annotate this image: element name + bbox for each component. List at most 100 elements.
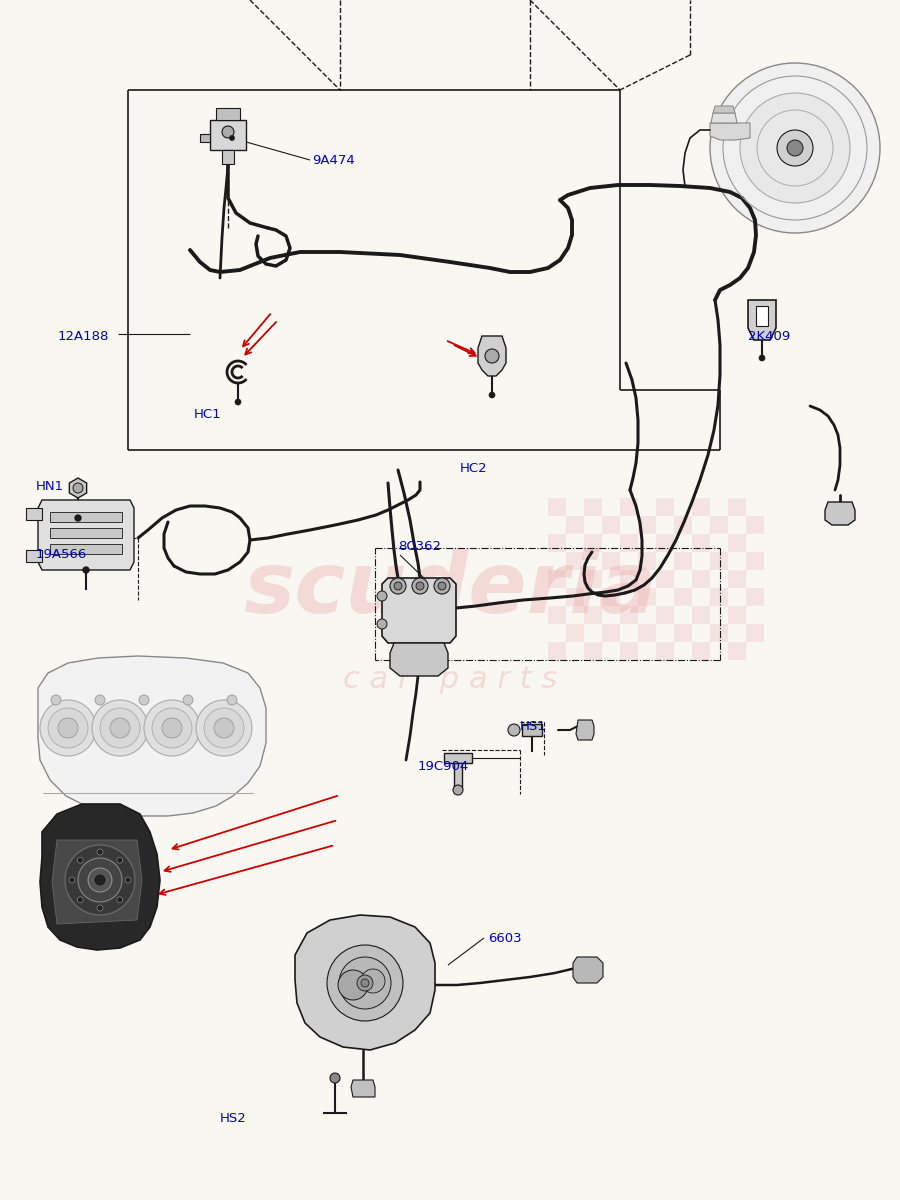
Circle shape xyxy=(438,582,446,590)
Circle shape xyxy=(97,850,103,854)
Circle shape xyxy=(92,700,148,756)
Bar xyxy=(602,588,620,606)
Bar xyxy=(602,624,620,642)
Circle shape xyxy=(78,858,122,902)
Bar xyxy=(746,552,764,570)
Text: 8C362: 8C362 xyxy=(398,540,441,553)
Bar xyxy=(620,642,638,660)
Polygon shape xyxy=(825,502,855,526)
Text: HS1: HS1 xyxy=(520,720,547,733)
Polygon shape xyxy=(38,500,134,570)
Circle shape xyxy=(489,392,495,398)
Circle shape xyxy=(204,708,244,748)
Polygon shape xyxy=(478,336,506,376)
Circle shape xyxy=(95,875,105,886)
Circle shape xyxy=(73,482,83,493)
Polygon shape xyxy=(38,656,266,816)
Text: 9A474: 9A474 xyxy=(312,154,355,167)
Bar xyxy=(584,606,602,624)
Polygon shape xyxy=(216,108,240,120)
Circle shape xyxy=(787,140,803,156)
Polygon shape xyxy=(748,300,776,340)
Bar xyxy=(756,306,768,326)
Bar xyxy=(548,534,566,552)
Circle shape xyxy=(65,845,135,914)
Text: HC2: HC2 xyxy=(460,462,488,475)
Polygon shape xyxy=(26,550,42,562)
Bar xyxy=(746,516,764,534)
Bar xyxy=(50,544,122,554)
Bar xyxy=(656,534,674,552)
Bar xyxy=(656,570,674,588)
Circle shape xyxy=(125,877,131,883)
Bar xyxy=(692,498,710,516)
Circle shape xyxy=(710,62,880,233)
Circle shape xyxy=(58,718,78,738)
Bar xyxy=(728,606,746,624)
Bar xyxy=(710,588,728,606)
Circle shape xyxy=(75,515,81,521)
Polygon shape xyxy=(200,134,210,142)
Circle shape xyxy=(453,785,463,794)
Polygon shape xyxy=(573,958,603,983)
Bar xyxy=(692,570,710,588)
Circle shape xyxy=(152,708,192,748)
Bar xyxy=(620,534,638,552)
Circle shape xyxy=(196,700,252,756)
Circle shape xyxy=(390,578,406,594)
Polygon shape xyxy=(710,122,750,140)
Circle shape xyxy=(110,718,130,738)
Circle shape xyxy=(759,355,765,361)
Bar xyxy=(50,528,122,538)
Bar xyxy=(656,642,674,660)
Circle shape xyxy=(227,695,237,704)
Polygon shape xyxy=(382,578,456,643)
Circle shape xyxy=(97,905,103,911)
Bar xyxy=(548,606,566,624)
Bar xyxy=(620,498,638,516)
Bar xyxy=(674,516,692,534)
Text: HN1: HN1 xyxy=(36,480,64,493)
Bar xyxy=(674,588,692,606)
Circle shape xyxy=(394,582,402,590)
Circle shape xyxy=(230,136,235,140)
Bar xyxy=(710,516,728,534)
Bar xyxy=(548,498,566,516)
Circle shape xyxy=(183,695,193,704)
Bar xyxy=(728,570,746,588)
Circle shape xyxy=(139,695,149,704)
Text: 2K409: 2K409 xyxy=(748,330,790,343)
Circle shape xyxy=(100,708,140,748)
Circle shape xyxy=(144,700,200,756)
Text: HS2: HS2 xyxy=(220,1112,247,1126)
Bar xyxy=(620,570,638,588)
Circle shape xyxy=(339,958,391,1009)
Polygon shape xyxy=(351,1080,375,1097)
Bar xyxy=(566,516,584,534)
Circle shape xyxy=(412,578,428,594)
Bar xyxy=(728,498,746,516)
Bar xyxy=(728,534,746,552)
Bar xyxy=(674,624,692,642)
Circle shape xyxy=(485,349,499,362)
Bar xyxy=(584,570,602,588)
Circle shape xyxy=(330,1073,340,1082)
Text: 19C904: 19C904 xyxy=(418,760,469,773)
Polygon shape xyxy=(713,106,735,113)
Circle shape xyxy=(377,590,387,601)
Bar xyxy=(746,588,764,606)
Circle shape xyxy=(235,398,241,404)
Text: c a r   p a r t s: c a r p a r t s xyxy=(343,666,557,695)
Bar xyxy=(746,624,764,642)
Circle shape xyxy=(48,708,88,748)
Bar xyxy=(584,498,602,516)
Text: scuderia: scuderia xyxy=(243,548,657,631)
Bar xyxy=(602,552,620,570)
Circle shape xyxy=(40,700,96,756)
Circle shape xyxy=(83,566,89,572)
Bar xyxy=(620,606,638,624)
Bar xyxy=(674,552,692,570)
Polygon shape xyxy=(711,113,737,122)
Bar xyxy=(692,534,710,552)
Circle shape xyxy=(357,974,373,991)
